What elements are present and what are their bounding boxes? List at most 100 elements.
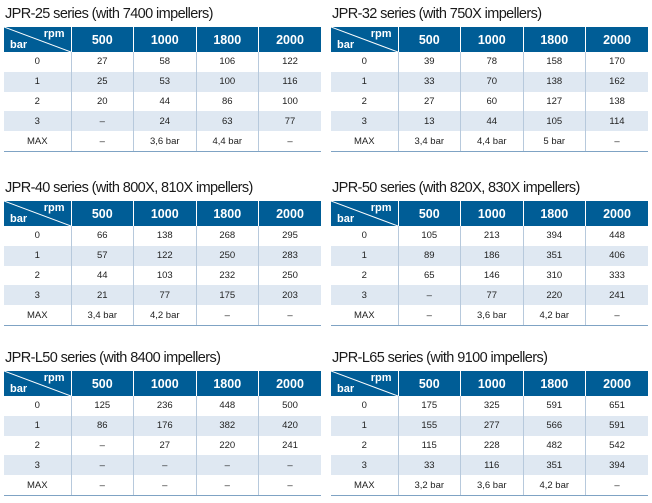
pressure-cell: 3 — [4, 455, 71, 476]
pressure-cell: 0 — [361, 230, 367, 242]
column-header-rpm: 1800 — [522, 371, 586, 396]
rpm-bar-corner-cell: rpm bar — [4, 27, 71, 52]
column-header-rpm: 500 — [397, 371, 461, 396]
flow-value-cell: 138 — [585, 91, 648, 112]
column-header-rpm: 1800 — [195, 371, 259, 396]
flow-value-cell: – — [258, 131, 321, 152]
flow-value-cell: 220 — [522, 285, 586, 306]
flow-value-cell: 220 — [195, 435, 259, 456]
performance-table: rpm bar 500 1000 1800 2000 0 125 236 448 500 1 86 176… — [4, 371, 321, 496]
performance-table-block: JPR-50 series (with 820X, 830X impellers… — [331, 176, 648, 326]
pressure-cell: 1 — [4, 415, 71, 436]
table-row: 0 105 213 394 448 — [331, 226, 648, 246]
flow-value-cell: 13 — [397, 111, 461, 132]
performance-table: rpm bar 500 1000 1800 2000 0 39 78 158 170 1 33 70 138… — [331, 27, 648, 152]
column-header-rpm: 2000 — [258, 27, 321, 52]
flow-value-cell: 105 — [397, 226, 461, 246]
table-row: 1 57 122 250 283 — [4, 245, 321, 266]
pressure-cell: 3 — [331, 455, 398, 476]
pressure-cell: 0 — [34, 400, 40, 412]
column-header-rpm: 2000 — [585, 201, 648, 226]
flow-value-cell: 186 — [460, 245, 523, 266]
flow-value-cell: 170 — [585, 52, 648, 72]
rpm-label: rpm — [43, 28, 65, 40]
table-row: 2 –27 220 241 — [4, 435, 321, 456]
pressure-cell: 2 — [34, 439, 40, 451]
flow-value-cell: 228 — [460, 435, 523, 456]
flow-value-cell: 351 — [522, 455, 586, 476]
flow-value-cell: 162 — [585, 71, 648, 92]
table-row: 2 115 228 482 542 — [331, 435, 648, 456]
flow-value-cell: 116 — [460, 455, 523, 476]
flow-value-cell: 27 — [397, 91, 461, 112]
flow-value-cell: 295 — [258, 226, 321, 246]
diagonal-divider-icon — [331, 27, 398, 52]
flow-value-cell: 482 — [522, 435, 586, 456]
flow-value-cell: – — [133, 455, 196, 476]
flow-value-cell: – — [585, 131, 648, 152]
flow-value-cell: 115 — [397, 435, 461, 456]
flow-value-cell: 277 — [460, 415, 523, 436]
flow-value-cell: 58 — [133, 52, 196, 72]
rpm-bar-corner-cell: rpm bar — [4, 201, 71, 226]
flow-value-cell: 100 — [195, 71, 259, 92]
rpm-bar-corner-cell: rpm bar — [4, 371, 71, 396]
flow-value-cell: 213 — [460, 226, 523, 246]
flow-value-cell: 500 — [258, 396, 321, 416]
table-row: 0 175 325 591 651 — [331, 396, 648, 416]
pressure-cell: 0 — [361, 56, 367, 68]
performance-table-block: JPR-40 series (with 800X, 810X impellers… — [4, 176, 321, 326]
flow-value-cell: 138 — [133, 226, 196, 246]
flow-value-cell: 333 — [585, 265, 648, 286]
flow-value-cell: 86 — [195, 91, 259, 112]
performance-table: rpm bar 500 1000 1800 2000 0 175 325 591 651 1 155 27… — [331, 371, 648, 496]
flow-value-cell: – — [397, 305, 461, 326]
flow-value-cell: – — [195, 305, 259, 326]
pressure-cell: 3 — [4, 285, 71, 306]
flow-value-cell: 542 — [585, 435, 648, 456]
flow-value-cell: 27 — [133, 435, 196, 456]
flow-value-cell: 268 — [195, 226, 259, 246]
flow-value-cell: 103 — [133, 265, 196, 286]
column-header-rpm: 500 — [397, 201, 461, 226]
table-row: MAX – – – – — [4, 475, 321, 496]
flow-value-cell: 39 — [397, 52, 461, 72]
column-header-rpm: 500 — [70, 201, 134, 226]
table-row: 1 86 176 382 420 — [4, 415, 321, 436]
table-row: 3 33 116 351 394 — [331, 455, 648, 476]
diagonal-divider-icon — [331, 371, 398, 396]
table-row: 0 27 58 106 122 — [4, 52, 321, 72]
performance-table: rpm bar 500 1000 1800 2000 0 66 138 268 295 1 57 122 2… — [4, 201, 321, 326]
flow-value-cell: 448 — [585, 226, 648, 246]
pressure-cell: MAX — [331, 305, 398, 326]
flow-value-cell: 310 — [522, 265, 586, 286]
table-row: 2 65 146 310 333 — [331, 265, 648, 286]
pressure-cell: MAX — [4, 475, 71, 496]
flow-value-cell: 57 — [70, 245, 134, 266]
flow-value-cell: 63 — [195, 111, 259, 132]
header-row: rpm bar 500 1000 1800 2000 — [331, 371, 648, 396]
flow-value-cell: 283 — [258, 245, 321, 266]
flow-value-cell: 3,6 bar — [460, 475, 523, 496]
header-row: rpm bar 500 1000 1800 2000 — [4, 201, 321, 226]
table-row: 3–24 63 77 — [4, 111, 321, 132]
table-title: JPR-L50 series (with 8400 impellers) — [5, 350, 221, 366]
performance-table-block: JPR-25 series (with 7400 impellers) rpm ba… — [4, 2, 321, 152]
flow-value-cell: 77 — [258, 111, 321, 132]
flow-value-cell: 78 — [460, 52, 523, 72]
pressure-cell: 0 — [34, 230, 40, 242]
flow-value-cell: 20 — [70, 91, 134, 112]
pressure-cell: MAX — [4, 305, 71, 326]
flow-value-cell: – — [70, 131, 134, 152]
flow-value-cell: 3,4 bar — [397, 131, 461, 152]
table-title: JPR-25 series (with 7400 impellers) — [5, 6, 213, 22]
flow-value-cell: – — [258, 475, 321, 496]
table-row: 1 25 53 100 116 — [4, 71, 321, 92]
table-row: MAX –3,6 bar 4,2 bar – — [331, 305, 648, 326]
flow-value-cell: 125 — [70, 396, 134, 416]
pressure-cell: 0 — [34, 56, 40, 68]
flow-value-cell: 591 — [522, 396, 586, 416]
flow-value-cell: 86 — [70, 415, 134, 436]
bar-label: bar — [10, 213, 28, 225]
table-row: 3–77 220 241 — [331, 285, 648, 306]
